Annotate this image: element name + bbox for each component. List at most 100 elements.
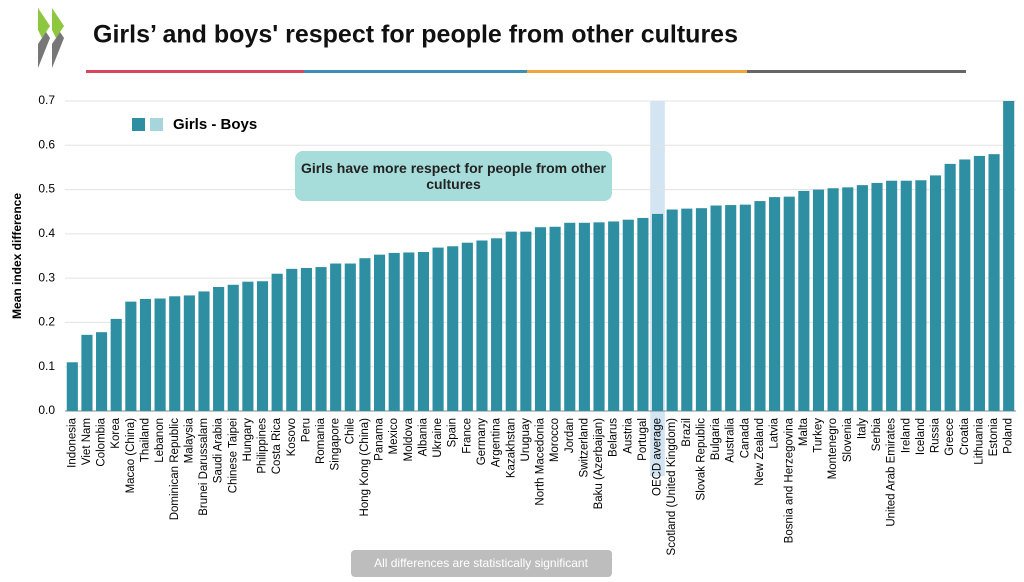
x-tick-label: Panama [374, 417, 386, 460]
legend-label: Girls - Boys [173, 116, 257, 133]
bar [242, 281, 254, 411]
x-tick-label: Chile [344, 418, 356, 444]
x-tick-label: Bosnia and Herzegovina [783, 417, 795, 543]
y-tick-label: 0.6 [38, 137, 55, 151]
x-tick-label: Switzerland [578, 418, 590, 477]
bar [769, 197, 781, 411]
x-tick-label: Saudi Arabia [213, 417, 225, 483]
bar [929, 175, 942, 411]
bar [374, 254, 386, 411]
x-tick-label: France [461, 418, 473, 454]
legend-swatch [150, 118, 163, 131]
x-tick-label: Poland [1003, 418, 1015, 454]
chart-title: Girls’ and boys' respect for people from… [93, 21, 738, 49]
logo [38, 8, 64, 68]
footnote: All differences are statistically signif… [374, 556, 589, 570]
bar [1003, 101, 1015, 411]
x-tick-label: Bulgaria [710, 417, 722, 460]
bar [900, 180, 912, 411]
x-tick-label: Malaysia [183, 417, 195, 463]
bar [593, 222, 605, 411]
y-tick-label: 0.7 [38, 93, 55, 107]
x-tick-label: Ukraine [432, 418, 444, 458]
bar [139, 298, 152, 411]
x-tick-label: United Arab Emirates [886, 418, 898, 527]
x-tick-label: Slovenia [842, 417, 854, 462]
bar [344, 263, 356, 411]
bar [271, 273, 283, 411]
x-tick-label: Portugal [637, 418, 649, 461]
x-tick-label: Italy [856, 418, 868, 439]
bar [447, 246, 459, 411]
x-tick-label: Austria [622, 417, 634, 453]
bar [725, 205, 737, 411]
x-tick-label: Iceland [915, 418, 927, 455]
bar [915, 180, 927, 411]
y-tick-label: 0.2 [38, 315, 55, 329]
x-tick-label: Singapore [330, 418, 342, 470]
bar [125, 301, 137, 411]
y-tick-label: 0.5 [38, 182, 55, 196]
callout: Girls have more respect for people from … [301, 160, 606, 192]
y-tick-label: 0.1 [38, 359, 55, 373]
bar [549, 226, 561, 411]
x-tick-label: Costa Rica [271, 417, 283, 474]
bar [988, 154, 1000, 411]
x-tick-label: Dominican Republic [169, 418, 181, 521]
callout-text: Girls have more respect for people from … [301, 160, 606, 192]
bar [96, 332, 108, 411]
bar [198, 291, 210, 411]
x-tick-label: Croatia [959, 417, 971, 455]
bar [110, 318, 122, 411]
x-tick-label: Jordan [564, 418, 576, 453]
x-tick-label: Chinese Taipei [227, 418, 239, 493]
bars: Indonesia Viet Nam Colombia Korea Macao (Chi… [66, 101, 1015, 556]
bar [608, 221, 620, 411]
bar [871, 182, 883, 411]
x-tick-label: Latvia [769, 417, 781, 448]
bar [330, 263, 342, 411]
y-tick-label: 0.3 [38, 270, 55, 284]
bar [154, 298, 166, 411]
bar [754, 201, 766, 411]
x-tick-label: Serbia [871, 417, 883, 451]
bar [651, 213, 664, 411]
bar [256, 281, 269, 411]
bar [959, 159, 971, 411]
y-tick-label: 0.4 [38, 226, 55, 240]
x-tick-label: North Macedonia [535, 417, 547, 505]
x-tick-label: Romania [315, 417, 327, 464]
bar [842, 187, 854, 411]
bar [578, 222, 590, 411]
x-tick-label: Lebanon [154, 418, 166, 463]
bar [944, 163, 956, 411]
x-tick-label: Montenegro [827, 418, 839, 479]
bar [227, 284, 239, 411]
x-tick-label: Kosovo [286, 418, 298, 456]
x-tick-label: Turkey [813, 418, 825, 453]
bar [505, 231, 517, 411]
bar [169, 296, 181, 411]
bar [564, 222, 576, 411]
bar [681, 208, 693, 411]
x-tick-label: Viet Nam [81, 418, 93, 465]
title-rule [86, 70, 966, 73]
bar [739, 204, 751, 411]
bar [461, 242, 473, 411]
bar [66, 362, 78, 411]
x-tick-label: Scotland (United Kingdom) [666, 418, 678, 556]
bar [886, 180, 898, 411]
bar [856, 185, 868, 411]
bar [812, 189, 825, 411]
x-tick-label: Hong Kong (China) [359, 418, 371, 517]
y-axis-label: Mean index difference [10, 193, 24, 319]
x-tick-label: Brazil [681, 418, 693, 447]
x-tick-label: Spain [447, 418, 459, 447]
y-tick-label: 0.0 [38, 403, 55, 417]
bar [476, 240, 488, 411]
x-tick-label: Morocco [549, 418, 561, 462]
bar [783, 196, 795, 411]
bar [666, 209, 678, 411]
